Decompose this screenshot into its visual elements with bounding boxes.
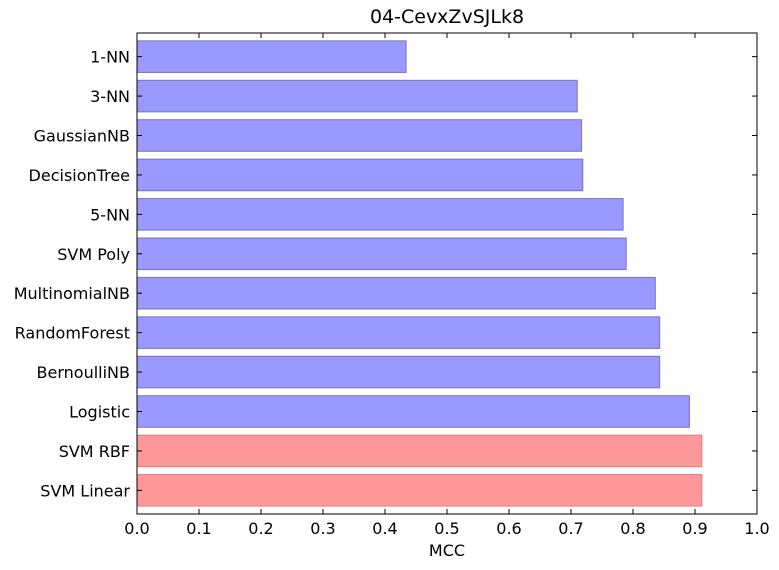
y-tick-label: BernoulliNB: [37, 363, 130, 382]
y-tick-label: 5-NN: [90, 205, 130, 224]
x-tick-label: 0.9: [682, 519, 707, 538]
x-tick-label: 0.4: [372, 519, 397, 538]
x-tick-label: 0.6: [496, 519, 521, 538]
bar-1-nn: [136, 40, 407, 73]
y-tick-label: SVM RBF: [59, 442, 130, 461]
y-tick-label: 3-NN: [90, 87, 130, 106]
x-tick-label: 1.0: [744, 519, 769, 538]
bar-5-nn: [136, 198, 624, 231]
x-tick-label: 0.2: [248, 519, 273, 538]
x-tick-label: 0.7: [558, 519, 583, 538]
x-tick-label: 0.1: [186, 519, 211, 538]
bar-decisiontree: [136, 158, 584, 192]
y-tick-label: RandomForest: [15, 324, 130, 343]
y-tick-label: SVM Poly: [57, 245, 130, 264]
plot-frame: [136, 32, 758, 515]
bars-layer: [136, 40, 703, 507]
chart-title: 04-CevxZvSJLk8: [370, 6, 524, 28]
axes-layer: 1-NN 3-NN GaussianNB DecisionTree 5-NN SVM Po…: [14, 32, 770, 538]
x-tick-label: 0.5: [434, 519, 459, 538]
y-tick-label: Logistic: [69, 402, 130, 421]
bar-svm-rbf: [136, 434, 703, 468]
y-tick-label: DecisionTree: [29, 166, 130, 185]
bar-logistic: [136, 395, 690, 428]
x-tick-label: 0.0: [124, 519, 149, 538]
bar-bernoullinb: [136, 355, 661, 389]
bar-randomforest: [136, 316, 661, 349]
y-tick-label: GaussianNB: [34, 127, 130, 146]
y-tick-label: MultinomialNB: [14, 284, 130, 303]
bar-svm-poly: [136, 237, 627, 271]
bar-multinomialnb: [136, 276, 656, 310]
x-tick-label: 0.8: [620, 519, 645, 538]
y-tick-label: 1-NN: [90, 48, 130, 67]
bar-gaussiannb: [136, 119, 583, 152]
y-tick-label: SVM Linear: [40, 481, 130, 500]
x-axis-label: MCC: [429, 541, 465, 560]
bar-3-nn: [136, 79, 578, 113]
bar-svm-linear: [136, 474, 703, 507]
x-tick-label: 0.3: [310, 519, 335, 538]
